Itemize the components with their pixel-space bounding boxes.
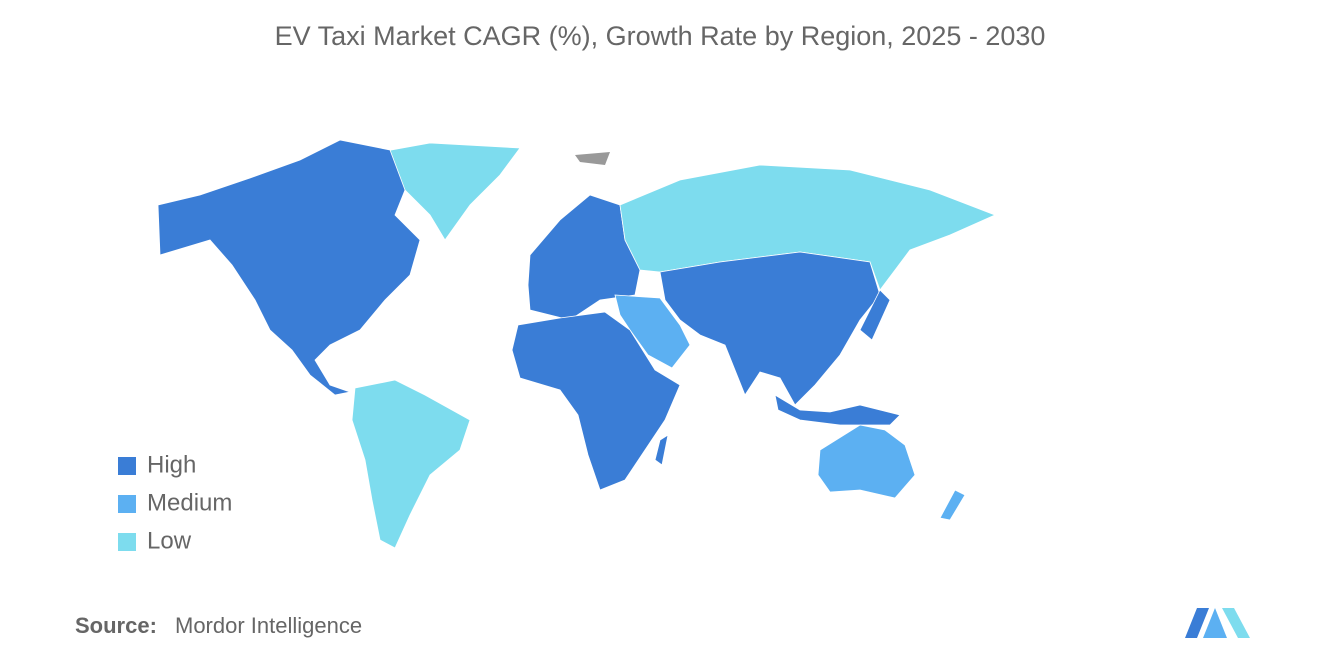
legend-swatch [118,495,136,513]
region [774,394,901,426]
region [659,251,881,406]
region [817,424,916,499]
legend-label: High [147,451,196,478]
source-text: Mordor Intelligence [175,613,362,638]
logo [1185,608,1250,638]
legend: High Medium Low [118,451,232,554]
legend-swatch [118,533,136,551]
unrated-region [575,152,610,165]
region [351,379,471,549]
world-map [157,139,997,549]
region [379,142,521,241]
region [614,294,691,369]
title: EV Taxi Market CAGR (%), Growth Rate by … [275,21,1046,51]
legend-label: Medium [147,489,232,516]
source-label: Source: [75,613,157,638]
legend-label: Low [147,527,192,554]
region [157,139,421,396]
legend-swatch [118,457,136,475]
region [939,489,966,521]
region [859,289,891,341]
region [654,434,669,466]
region [511,311,681,491]
region [619,164,997,291]
region [527,194,641,321]
